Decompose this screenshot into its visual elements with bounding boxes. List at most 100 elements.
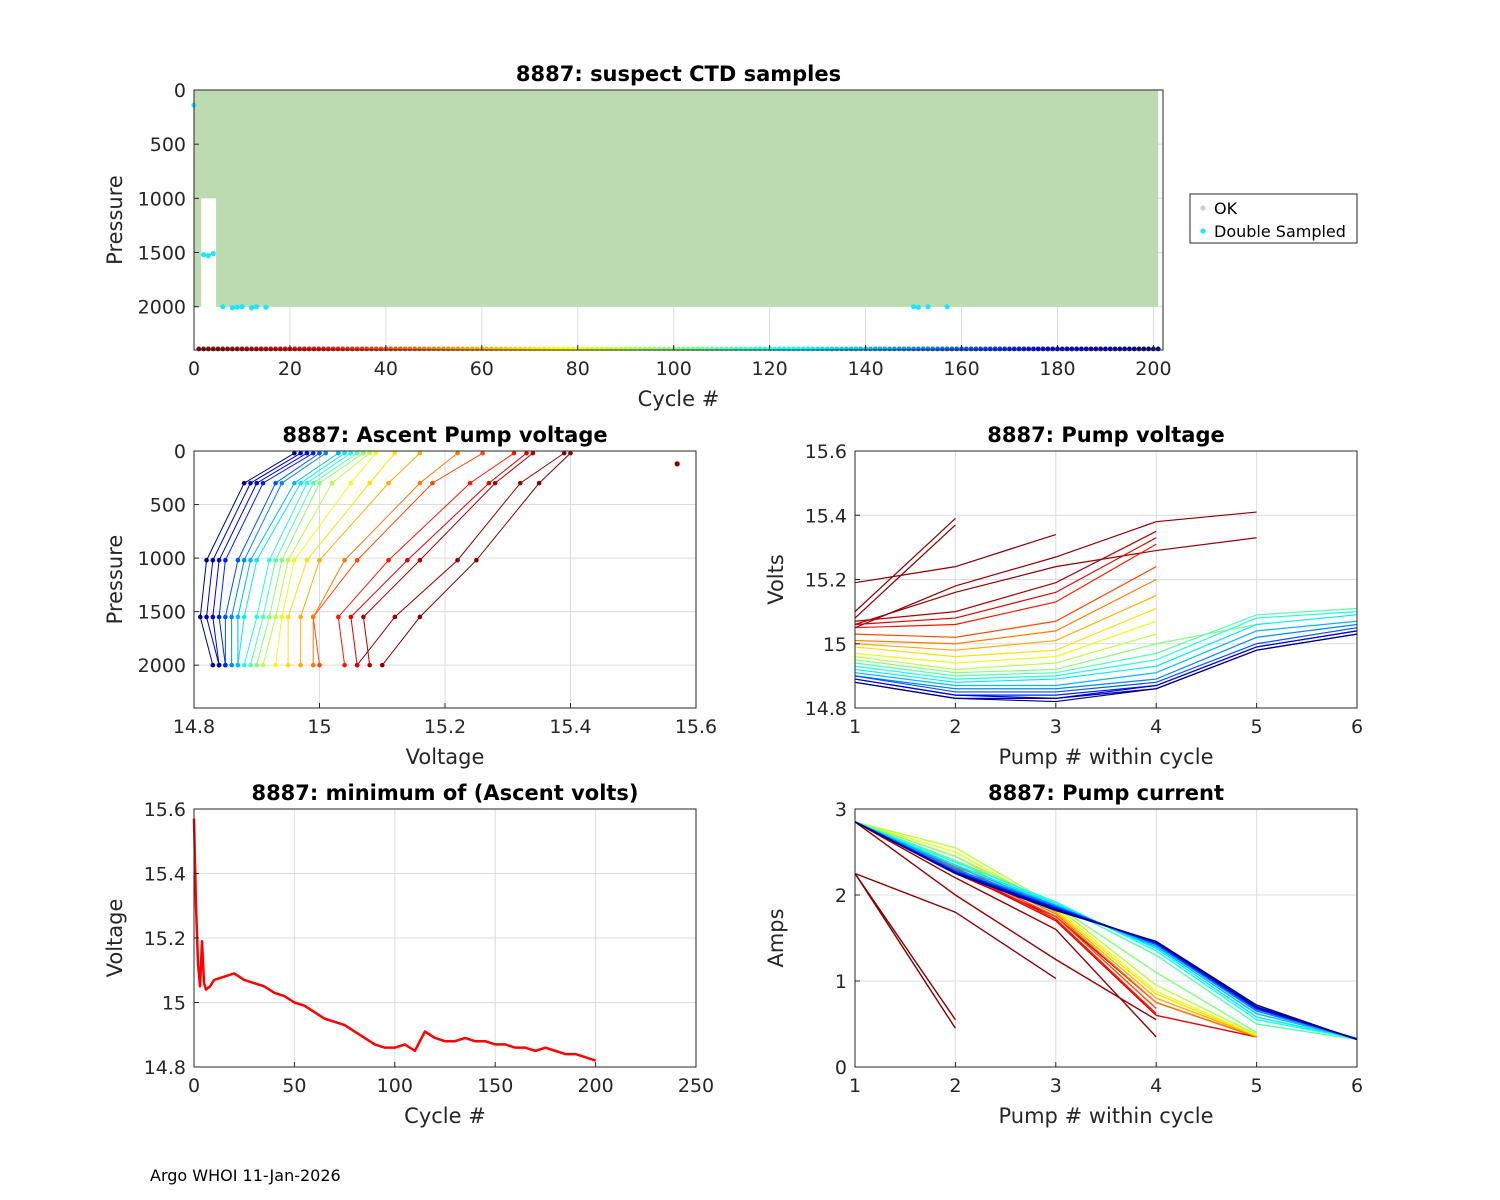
- pump-current-line: [854, 821, 1157, 1021]
- cycle-color-point: [541, 346, 547, 352]
- cycle-color-point: [474, 346, 480, 352]
- ascent-point: [367, 450, 373, 456]
- cycle-color-point: [796, 346, 801, 352]
- ascent-point: [417, 614, 423, 620]
- cycle-color-point: [426, 346, 432, 352]
- pump-voltage-line: [854, 511, 1257, 629]
- cycle-color-point: [239, 346, 245, 352]
- cycle-color-point: [536, 346, 542, 352]
- ascent-point: [323, 450, 329, 456]
- cycle-color-point: [700, 346, 705, 352]
- ascent-point: [260, 662, 266, 668]
- pump-voltage-line: [854, 578, 1157, 645]
- x-tick-label: 15.2: [424, 716, 466, 738]
- cycle-color-point: [1011, 346, 1017, 352]
- legend: OK Double Sampled: [1189, 193, 1358, 244]
- cycle-color-point: [517, 346, 523, 352]
- x-tick-label: 6: [1351, 1075, 1363, 1097]
- double-sampled-point: [229, 305, 235, 311]
- y-tick-label: 15: [823, 634, 847, 656]
- ascent-point: [336, 450, 341, 456]
- x-tick-label: 6: [1351, 716, 1363, 738]
- ascent-point: [273, 557, 278, 563]
- y-tick-label: 1500: [138, 602, 186, 624]
- cycle-color-point: [349, 346, 355, 352]
- ascent-point: [241, 662, 247, 668]
- x-tick-label: 2: [949, 1075, 961, 1097]
- y-tick-label: 15.4: [144, 864, 186, 886]
- ascent-point: [417, 480, 423, 486]
- cycle-color-point: [282, 346, 288, 352]
- cycle-color-point: [632, 346, 638, 352]
- cycle-color-point: [1016, 346, 1022, 352]
- cycle-color-point: [911, 346, 916, 352]
- ascent-point: [455, 450, 460, 456]
- frame: 0 20 40 60 80 100 120 140 160 180 2000500100015002…: [103, 62, 1172, 411]
- ascent-point: [317, 450, 322, 456]
- y-tick-label: 15.6: [805, 441, 847, 463]
- plot-marks: [854, 821, 1358, 1041]
- ascent-point: [373, 450, 379, 456]
- ascent-point: [241, 614, 247, 620]
- cycle-color-point: [1127, 346, 1132, 352]
- pump-current-line: [854, 821, 1157, 1038]
- ascent-point: [254, 662, 260, 668]
- cycle-color-point: [503, 346, 509, 352]
- cycle-color-point: [465, 346, 470, 352]
- ascent-point: [367, 662, 373, 668]
- pump-voltage-line: [854, 566, 1157, 638]
- cycle-color-point: [412, 346, 418, 352]
- double-sampled-point: [210, 250, 216, 257]
- y-tick-label: 2000: [138, 297, 186, 319]
- ascent-point: [216, 662, 222, 668]
- x-tick-label: 160: [943, 358, 979, 380]
- y-axis-label: Amps: [764, 908, 788, 967]
- cycle-color-point: [340, 346, 346, 352]
- cycle-color-point: [728, 346, 734, 352]
- cycle-color-point: [824, 346, 830, 352]
- frame: 14.8 15 15.2 15.4 15.6 0 500 1000 1500 2000 8887: …: [103, 423, 717, 769]
- cycle-color-point: [762, 346, 768, 352]
- cycle-color-point: [810, 346, 816, 352]
- cycle-color-point: [680, 346, 686, 352]
- frame: 0 50 100 150 200 250 14.8 15 15.2 15.4 15.6 8887: m…: [103, 781, 714, 1128]
- cycle-color-point: [800, 346, 806, 352]
- double-sampled-point: [925, 304, 931, 310]
- x-tick-label: 60: [470, 358, 494, 380]
- y-tick-label: 0: [174, 80, 186, 102]
- double-sampled-point: [915, 304, 921, 310]
- pump-voltage-line: [854, 614, 1358, 683]
- x-tick-label: 15.6: [675, 716, 717, 738]
- y-axis-label: Volts: [764, 554, 788, 605]
- axes-suspect: 0 20 40 60 80 100 120 140 160 180 2000500100015002…: [103, 62, 1172, 411]
- cycle-color-point: [983, 346, 988, 352]
- chart-title: 8887: Pump voltage: [987, 423, 1225, 447]
- cycle-color-point: [325, 346, 331, 352]
- cycle-color-point: [580, 346, 585, 352]
- x-tick-label: 200: [1135, 358, 1171, 380]
- ascent-point: [474, 557, 479, 563]
- cycle-color-point: [829, 346, 835, 352]
- x-tick-label: 140: [847, 358, 883, 380]
- x-tick-label: 1: [849, 716, 861, 738]
- ascent-point: [229, 662, 234, 668]
- ascent-point: [285, 557, 291, 563]
- ascent-point: [492, 480, 498, 486]
- x-tick-label: 20: [278, 358, 302, 380]
- ascent-point: [298, 480, 303, 486]
- cycle-color-point: [891, 346, 897, 352]
- ascent-point: [417, 557, 423, 563]
- ascent-point: [292, 450, 297, 456]
- ascent-point: [361, 614, 366, 620]
- y-tick-label: 1000: [138, 548, 186, 570]
- ascent-point: [310, 480, 316, 486]
- ascent-point: [317, 557, 322, 563]
- cycle-color-point: [551, 346, 557, 352]
- ascent-point: [254, 557, 260, 563]
- y-tick-label: 15.6: [144, 799, 186, 821]
- cycle-color-point: [522, 346, 528, 352]
- ascent-point: [273, 480, 278, 486]
- cycle-color-point: [311, 346, 317, 352]
- cycle-color-point: [1155, 346, 1161, 352]
- ascent-point: [348, 614, 354, 620]
